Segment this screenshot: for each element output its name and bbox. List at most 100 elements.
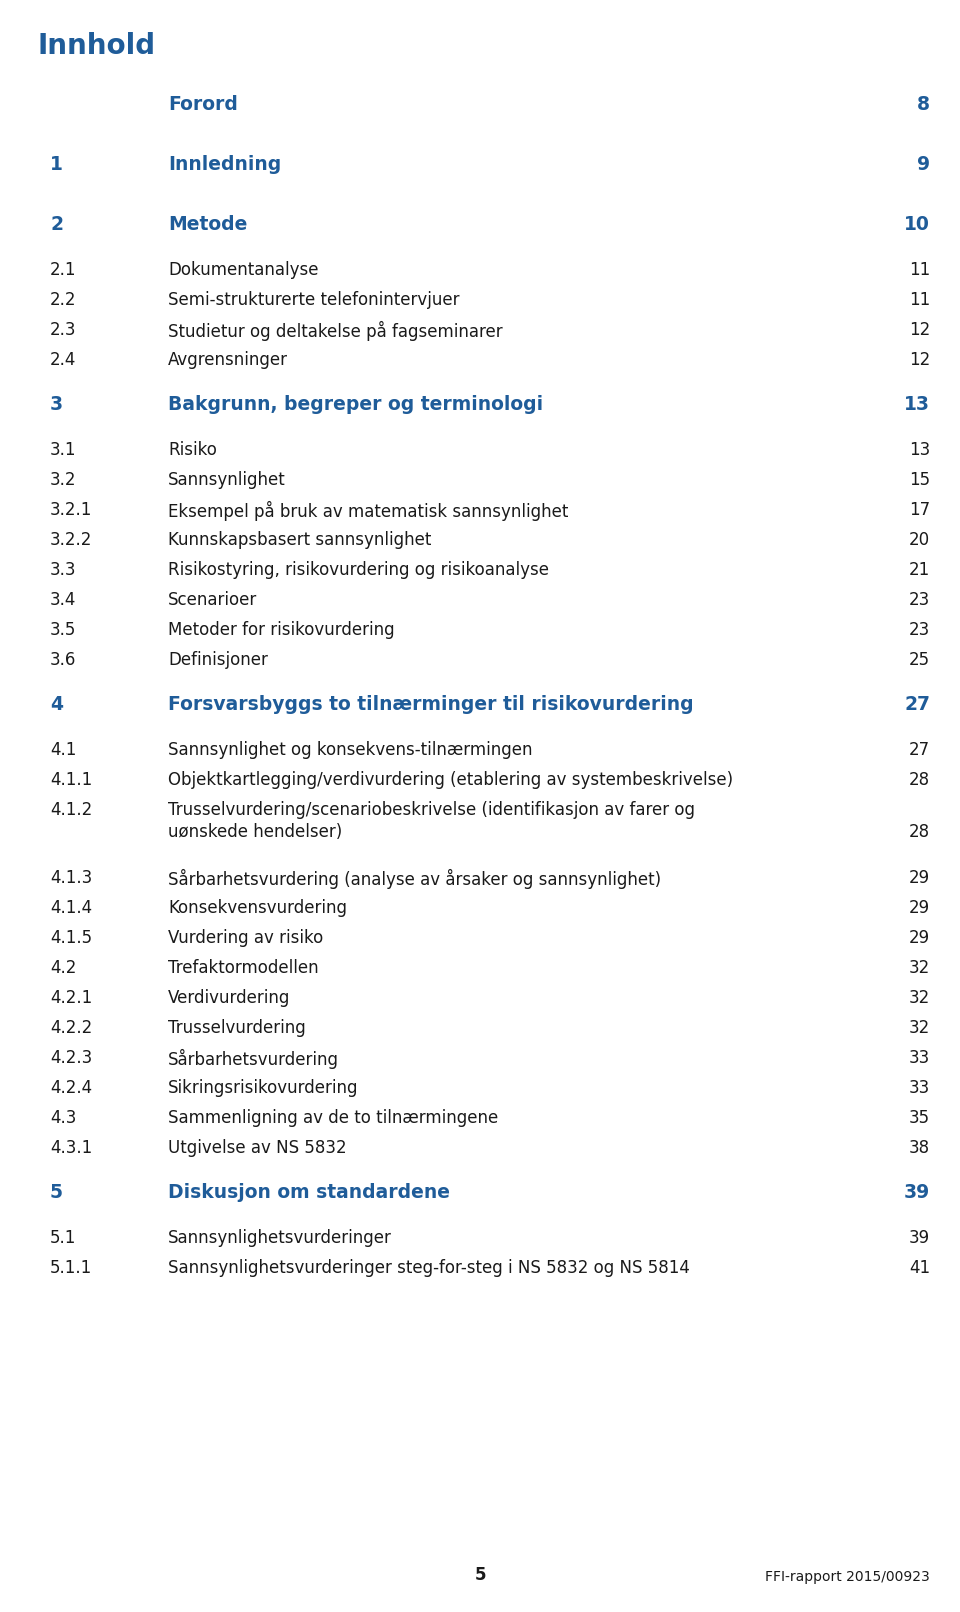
Text: 28: 28 <box>909 771 930 788</box>
Text: 5: 5 <box>50 1183 63 1203</box>
Text: 2: 2 <box>50 214 63 234</box>
Text: uønskede hendelser): uønskede hendelser) <box>168 824 343 841</box>
Text: Risikostyring, risikovurdering og risikoanalyse: Risikostyring, risikovurdering og risiko… <box>168 561 549 579</box>
Text: Trefaktormodellen: Trefaktormodellen <box>168 959 319 977</box>
Text: 4.1.2: 4.1.2 <box>50 801 92 819</box>
Text: 32: 32 <box>909 1019 930 1037</box>
Text: 5.1: 5.1 <box>50 1228 77 1248</box>
Text: 2.1: 2.1 <box>50 261 77 279</box>
Text: Risiko: Risiko <box>168 442 217 459</box>
Text: 1: 1 <box>50 155 62 174</box>
Text: Trusselvurdering/scenariobeskrivelse (identifikasjon av farer og: Trusselvurdering/scenariobeskrivelse (id… <box>168 801 695 819</box>
Text: Innledning: Innledning <box>168 155 281 174</box>
Text: 4.1.3: 4.1.3 <box>50 869 92 887</box>
Text: Konsekvensvurdering: Konsekvensvurdering <box>168 899 347 917</box>
Text: 4: 4 <box>50 695 63 714</box>
Text: 13: 13 <box>909 442 930 459</box>
Text: 2.3: 2.3 <box>50 321 77 339</box>
Text: Semi-strukturerte telefonintervjuer: Semi-strukturerte telefonintervjuer <box>168 292 460 310</box>
Text: Scenarioer: Scenarioer <box>168 592 257 609</box>
Text: Dokumentanalyse: Dokumentanalyse <box>168 261 319 279</box>
Text: 3.3: 3.3 <box>50 561 77 579</box>
Text: 23: 23 <box>909 592 930 609</box>
Text: Eksempel på bruk av matematisk sannsynlighet: Eksempel på bruk av matematisk sannsynli… <box>168 501 568 521</box>
Text: 4.3: 4.3 <box>50 1109 77 1127</box>
Text: 11: 11 <box>909 261 930 279</box>
Text: 4.2.1: 4.2.1 <box>50 990 92 1008</box>
Text: Avgrensninger: Avgrensninger <box>168 351 288 369</box>
Text: 4.1: 4.1 <box>50 742 77 759</box>
Text: 25: 25 <box>909 651 930 669</box>
Text: Forsvarsbyggs to tilnærminger til risikovurdering: Forsvarsbyggs to tilnærminger til risiko… <box>168 695 694 714</box>
Text: 2.4: 2.4 <box>50 351 77 369</box>
Text: 4.2: 4.2 <box>50 959 77 977</box>
Text: 3.6: 3.6 <box>50 651 77 669</box>
Text: 8: 8 <box>917 95 930 114</box>
Text: 4.3.1: 4.3.1 <box>50 1140 92 1157</box>
Text: 33: 33 <box>909 1049 930 1067</box>
Text: Metode: Metode <box>168 214 248 234</box>
Text: 3.2: 3.2 <box>50 471 77 488</box>
Text: 9: 9 <box>917 155 930 174</box>
Text: 4.1.1: 4.1.1 <box>50 771 92 788</box>
Text: Sannsynlighetsvurderinger steg-for-steg i NS 5832 og NS 5814: Sannsynlighetsvurderinger steg-for-steg … <box>168 1259 690 1277</box>
Text: 32: 32 <box>909 990 930 1008</box>
Text: 4.2.2: 4.2.2 <box>50 1019 92 1037</box>
Text: 3.1: 3.1 <box>50 442 77 459</box>
Text: 5.1.1: 5.1.1 <box>50 1259 92 1277</box>
Text: Vurdering av risiko: Vurdering av risiko <box>168 929 324 946</box>
Text: 39: 39 <box>909 1228 930 1248</box>
Text: Sannsynlighet: Sannsynlighet <box>168 471 286 488</box>
Text: 38: 38 <box>909 1140 930 1157</box>
Text: 12: 12 <box>909 321 930 339</box>
Text: 3.2.1: 3.2.1 <box>50 501 92 519</box>
Text: 3.5: 3.5 <box>50 621 77 638</box>
Text: 28: 28 <box>909 824 930 841</box>
Text: Sårbarhetsvurdering: Sårbarhetsvurdering <box>168 1049 339 1069</box>
Text: 15: 15 <box>909 471 930 488</box>
Text: 10: 10 <box>904 214 930 234</box>
Text: Diskusjon om standardene: Diskusjon om standardene <box>168 1183 450 1203</box>
Text: Bakgrunn, begreper og terminologi: Bakgrunn, begreper og terminologi <box>168 395 543 414</box>
Text: 3.2.2: 3.2.2 <box>50 530 92 550</box>
Text: 4.1.4: 4.1.4 <box>50 899 92 917</box>
Text: Utgivelse av NS 5832: Utgivelse av NS 5832 <box>168 1140 347 1157</box>
Text: Studietur og deltakelse på fagseminarer: Studietur og deltakelse på fagseminarer <box>168 321 503 342</box>
Text: Innhold: Innhold <box>38 32 156 60</box>
Text: Sikringsrisikovurdering: Sikringsrisikovurdering <box>168 1078 358 1098</box>
Text: 2.2: 2.2 <box>50 292 77 310</box>
Text: Trusselvurdering: Trusselvurdering <box>168 1019 305 1037</box>
Text: 39: 39 <box>903 1183 930 1203</box>
Text: 29: 29 <box>909 929 930 946</box>
Text: Sannsynlighet og konsekvens-tilnærmingen: Sannsynlighet og konsekvens-tilnærmingen <box>168 742 533 759</box>
Text: Definisjoner: Definisjoner <box>168 651 268 669</box>
Text: 4.2.3: 4.2.3 <box>50 1049 92 1067</box>
Text: Sammenligning av de to tilnærmingene: Sammenligning av de to tilnærmingene <box>168 1109 498 1127</box>
Text: 32: 32 <box>909 959 930 977</box>
Text: Objektkartlegging/verdivurdering (etablering av systembeskrivelse): Objektkartlegging/verdivurdering (etable… <box>168 771 733 788</box>
Text: FFI-rapport 2015/00923: FFI-rapport 2015/00923 <box>765 1570 930 1585</box>
Text: 35: 35 <box>909 1109 930 1127</box>
Text: 41: 41 <box>909 1259 930 1277</box>
Text: 27: 27 <box>904 695 930 714</box>
Text: Sannsynlighetsvurderinger: Sannsynlighetsvurderinger <box>168 1228 392 1248</box>
Text: 23: 23 <box>909 621 930 638</box>
Text: 20: 20 <box>909 530 930 550</box>
Text: Forord: Forord <box>168 95 238 114</box>
Text: Metoder for risikovurdering: Metoder for risikovurdering <box>168 621 395 638</box>
Text: 33: 33 <box>909 1078 930 1098</box>
Text: 13: 13 <box>904 395 930 414</box>
Text: 27: 27 <box>909 742 930 759</box>
Text: 3: 3 <box>50 395 63 414</box>
Text: 4.1.5: 4.1.5 <box>50 929 92 946</box>
Text: 12: 12 <box>909 351 930 369</box>
Text: 29: 29 <box>909 869 930 887</box>
Text: 5: 5 <box>474 1565 486 1585</box>
Text: 4.2.4: 4.2.4 <box>50 1078 92 1098</box>
Text: 21: 21 <box>909 561 930 579</box>
Text: Verdivurdering: Verdivurdering <box>168 990 290 1008</box>
Text: 11: 11 <box>909 292 930 310</box>
Text: Kunnskapsbasert sannsynlighet: Kunnskapsbasert sannsynlighet <box>168 530 431 550</box>
Text: 29: 29 <box>909 899 930 917</box>
Text: 3.4: 3.4 <box>50 592 77 609</box>
